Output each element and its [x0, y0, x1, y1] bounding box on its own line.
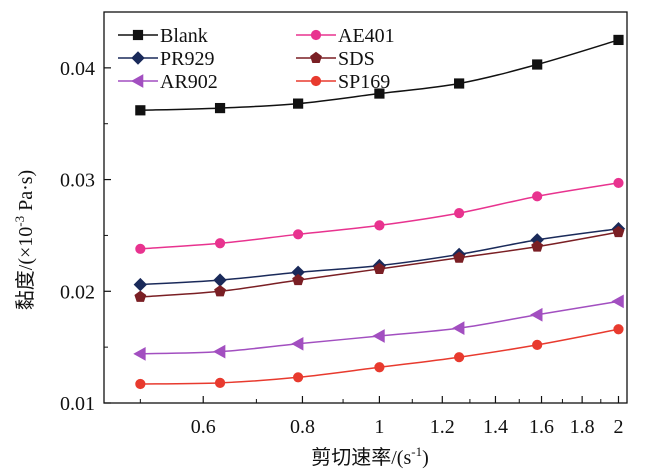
- legend-label: AE401: [338, 25, 395, 47]
- data-point: [612, 225, 625, 238]
- data-point: [214, 102, 226, 114]
- y-axis-label-tail: Pa·s): [15, 170, 37, 216]
- plot-area-border: [103, 11, 628, 404]
- x-axis-label: 剪切速率/(s-1): [311, 444, 429, 469]
- data-point: [532, 339, 543, 351]
- data-point: [372, 329, 385, 343]
- legend-marker: [310, 75, 322, 87]
- x-tick-label: 1: [374, 416, 384, 438]
- x-tick-label: 1.8: [570, 416, 595, 438]
- data-point: [213, 273, 227, 287]
- data-point: [613, 34, 624, 46]
- data-point: [293, 229, 304, 240]
- data-point: [133, 346, 146, 361]
- legend-label: SP169: [338, 71, 390, 93]
- legend: Blank AE401 PR929 SDS AR902 SP169: [118, 25, 395, 93]
- data-point: [291, 336, 304, 351]
- x-axis-label-main: 剪切速率/(s: [311, 446, 411, 469]
- series-markers: [133, 34, 626, 390]
- data-point: [452, 321, 465, 336]
- data-point: [293, 98, 304, 109]
- data-point: [214, 377, 226, 388]
- data-point: [454, 352, 465, 363]
- legend-label: Blank: [160, 25, 208, 47]
- data-point: [133, 277, 148, 292]
- x-tick-label: 1.2: [430, 416, 455, 438]
- plot-frame: [103, 11, 628, 404]
- data-point: [214, 238, 226, 249]
- x-axis-label-tail: ): [422, 447, 429, 469]
- legend-marker: [130, 74, 144, 88]
- series-line: [140, 300, 619, 355]
- data-point: [292, 273, 305, 286]
- x-tick-label: 1.6: [529, 416, 554, 438]
- data-point: [214, 285, 226, 297]
- y-axis-label-main: 黏度/(×10: [14, 227, 37, 311]
- data-point: [531, 240, 544, 252]
- data-point: [532, 59, 543, 70]
- legend-marker: [132, 29, 144, 41]
- data-point: [374, 88, 385, 99]
- y-axis-label: 黏度/(×10-3 Pa·s): [12, 170, 37, 310]
- data-point: [293, 372, 304, 383]
- y-tick-label: 0.03: [60, 170, 95, 192]
- data-point: [611, 294, 624, 309]
- data-point: [453, 251, 466, 263]
- y-tick-label: 0.02: [60, 281, 95, 303]
- data-point: [135, 105, 146, 116]
- legend-marker: [131, 51, 145, 65]
- x-tick-label: 0.8: [290, 416, 315, 438]
- data-point: [374, 362, 385, 373]
- data-point: [373, 262, 386, 274]
- data-point: [532, 191, 543, 202]
- data-point: [213, 344, 226, 359]
- data-point: [454, 207, 465, 219]
- axis-ticks: 0.6 0.8 1 1.2 1.4 1.6 1.8 2 0.01 0.02 0.03 0.04: [60, 58, 623, 438]
- data-point: [374, 220, 385, 231]
- legend-label: SDS: [338, 48, 375, 70]
- data-point: [530, 307, 543, 322]
- legend-label: AR902: [160, 71, 218, 93]
- data-point: [134, 290, 147, 302]
- x-tick-label: 0.6: [191, 416, 216, 438]
- x-tick-label: 1.4: [483, 416, 508, 438]
- legend-label: PR929: [160, 48, 214, 70]
- series-line: [140, 227, 619, 286]
- data-point: [613, 324, 624, 335]
- x-tick-label: 2: [613, 416, 623, 438]
- y-tick-label: 0.04: [60, 58, 95, 80]
- data-point: [613, 177, 624, 189]
- data-point: [135, 243, 146, 254]
- legend-marker: [310, 51, 322, 64]
- x-axis-label-superscript: -1: [411, 444, 422, 459]
- data-point: [454, 78, 465, 89]
- y-tick-label: 0.01: [60, 393, 95, 415]
- y-axis-label-superscript: -3: [12, 216, 27, 227]
- data-point: [135, 378, 146, 390]
- legend-marker: [310, 29, 322, 41]
